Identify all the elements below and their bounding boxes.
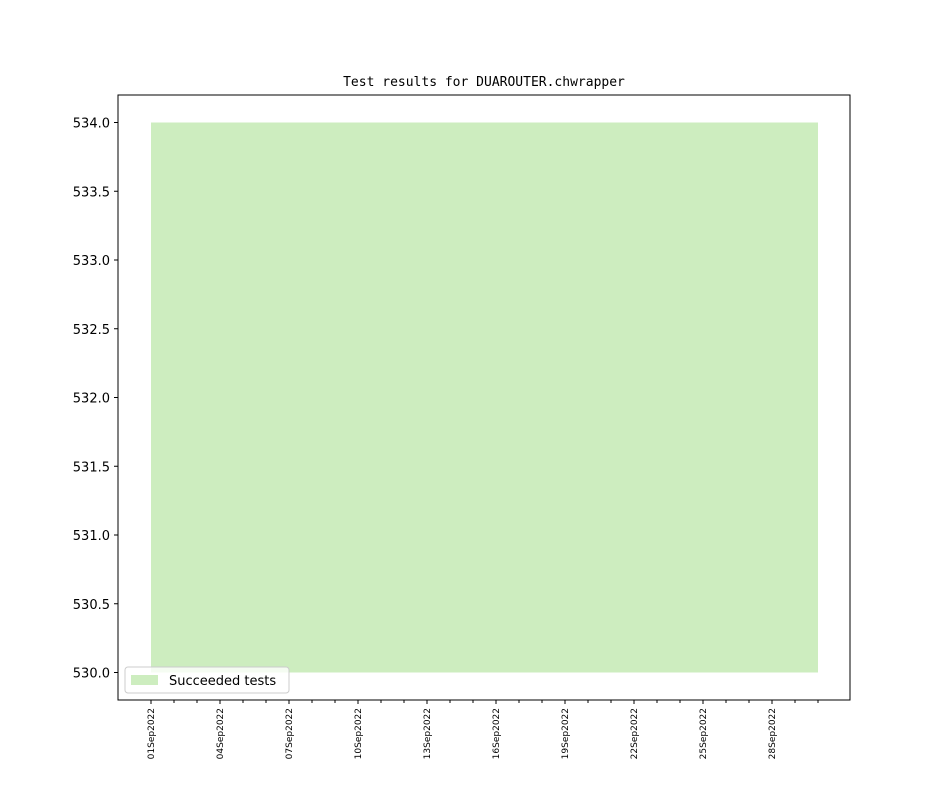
y-tick-label: 534.0: [73, 117, 110, 132]
legend-frame: [124, 666, 290, 694]
y-tick-label: 533.0: [73, 254, 110, 269]
legend-swatch: [131, 675, 158, 685]
x-tick-label: 01Sep2022: [147, 708, 157, 759]
y-tick-label: 532.5: [73, 323, 110, 338]
x-tick-label: 16Sep2022: [492, 708, 502, 759]
legend-label: Succeeded tests: [169, 674, 276, 689]
x-tick-label: 07Sep2022: [285, 708, 295, 759]
chart-title: Test results for DUAROUTER.chwrapper: [343, 75, 625, 90]
y-tick-label: 531.5: [73, 460, 110, 475]
legend: Succeeded tests: [124, 666, 290, 694]
y-tick-label: 531.0: [73, 529, 110, 544]
y-tick-label: 532.0: [73, 392, 110, 407]
y-tick-label: 533.5: [73, 185, 110, 200]
x-tick-label: 04Sep2022: [216, 708, 226, 759]
x-tick-label: 28Sep2022: [768, 708, 778, 759]
x-tick-label: 10Sep2022: [354, 708, 364, 759]
x-tick-label: 13Sep2022: [423, 708, 433, 759]
x-tick-label: 19Sep2022: [561, 708, 571, 759]
x-tick-label: 22Sep2022: [630, 708, 640, 759]
x-tick-label: 25Sep2022: [699, 708, 709, 759]
y-tick-label: 530.5: [73, 598, 110, 613]
area: [151, 122, 818, 673]
y-tick-label: 530.0: [73, 667, 110, 682]
